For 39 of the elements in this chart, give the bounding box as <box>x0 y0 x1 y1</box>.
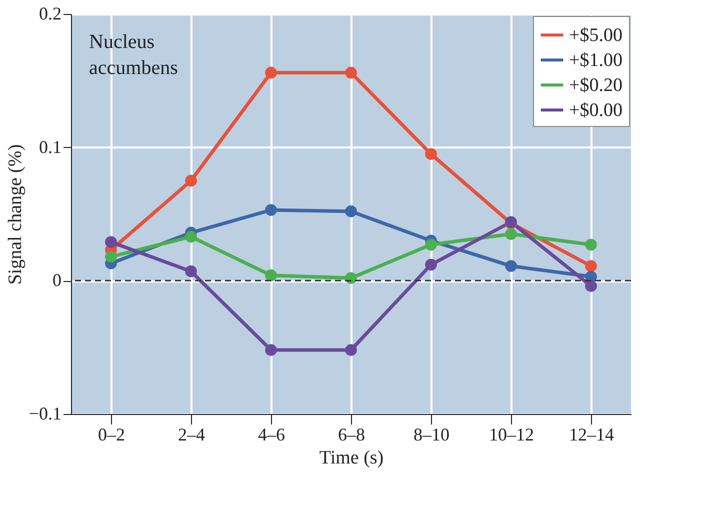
point <box>425 148 437 160</box>
x-tick-label: 0–2 <box>98 424 125 444</box>
point <box>345 66 357 79</box>
x-tick-label: 12–14 <box>569 424 614 444</box>
x-axis-title: Time (s) <box>319 448 384 468</box>
x-tick-label: 2–4 <box>178 424 205 444</box>
x-tick-label: 10–12 <box>489 424 534 444</box>
point <box>185 265 197 278</box>
x-tick-label: 4–6 <box>258 424 285 444</box>
point <box>585 280 597 292</box>
point <box>585 238 597 251</box>
legend-label: +$0.00 <box>569 100 622 121</box>
point <box>585 260 597 272</box>
point <box>185 230 197 243</box>
legend-label: +$1.00 <box>569 50 622 71</box>
y-axis-title: Signal change (%) <box>4 144 26 285</box>
point <box>265 344 277 356</box>
point <box>185 174 197 187</box>
y-tick-label: −0.1 <box>28 404 62 424</box>
point <box>105 250 117 263</box>
point <box>345 205 357 218</box>
x-tick-label: 6–8 <box>338 424 365 444</box>
point <box>105 236 117 248</box>
x-tick-label: 8–10 <box>414 424 450 444</box>
y-tick-label: 0.1 <box>39 136 62 157</box>
point <box>265 204 277 216</box>
point <box>505 260 517 272</box>
legend-label: +$0.20 <box>569 75 622 96</box>
point <box>425 238 437 251</box>
point <box>505 228 517 240</box>
point <box>265 66 277 79</box>
point <box>345 272 357 284</box>
point <box>265 269 277 282</box>
annotation: Nucleus accumbens <box>89 31 178 79</box>
point <box>345 344 357 356</box>
point <box>425 258 437 271</box>
y-tick-label: 0.2 <box>39 4 62 24</box>
y-tick-label: 0 <box>52 270 62 290</box>
legend-label: +$5.00 <box>569 25 622 46</box>
